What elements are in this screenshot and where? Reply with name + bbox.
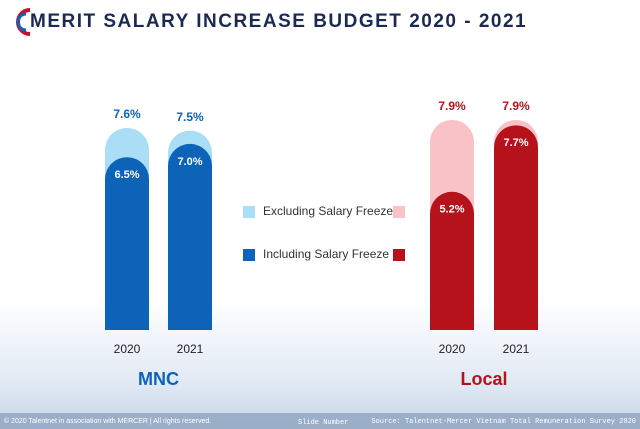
value-label: 7.9%	[438, 99, 466, 113]
x-tick-label: 2021	[177, 342, 204, 356]
value-label: 7.0%	[177, 156, 202, 168]
legend-swatch	[393, 249, 405, 261]
value-label: 7.5%	[176, 110, 204, 124]
slide-title: MERIT SALARY INCREASE BUDGET 2020 - 2021	[30, 11, 527, 32]
legend-label: Including Salary Freeze	[263, 247, 389, 261]
footer-slide: Slide Number	[298, 419, 348, 427]
x-tick-label: 2020	[439, 342, 466, 356]
legend-swatch	[243, 249, 255, 261]
value-label: 5.2%	[439, 204, 464, 216]
footer-bar	[0, 413, 640, 429]
value-label: 7.7%	[503, 137, 528, 149]
chart-title: Local	[460, 369, 507, 389]
legend-label: Excluding Salary Freeze	[263, 204, 393, 218]
value-label: 7.6%	[113, 107, 141, 121]
footer-source: Source: Talentnet-Mercer Vietnam Total R…	[371, 418, 636, 426]
value-label: 7.9%	[502, 99, 530, 113]
bar	[494, 125, 538, 330]
logo-arc	[16, 12, 27, 32]
footer-rights: © 2020 Talentnet in association with MER…	[4, 417, 211, 425]
legend-swatch	[243, 206, 255, 218]
chart-title: MNC	[138, 369, 179, 389]
bar	[168, 143, 212, 330]
x-tick-label: 2020	[114, 342, 141, 356]
x-tick-label: 2021	[503, 342, 530, 356]
bar	[430, 191, 474, 330]
bar	[105, 157, 149, 330]
legend-swatch	[393, 206, 405, 218]
value-label: 6.5%	[114, 169, 139, 181]
